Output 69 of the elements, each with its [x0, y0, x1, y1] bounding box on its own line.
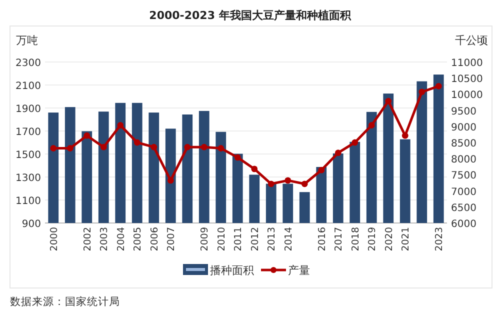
point	[200, 144, 208, 150]
point	[167, 177, 174, 184]
x-tick-label: 2006	[149, 227, 160, 252]
y2-tick-label: 8500	[451, 138, 476, 150]
x-tick-label: 2021	[400, 227, 412, 252]
y2-tick-label: 7500	[451, 170, 476, 182]
x-tick-label: 2002	[82, 227, 94, 252]
point	[66, 145, 74, 152]
point	[234, 154, 241, 161]
point	[352, 139, 358, 146]
point	[418, 88, 426, 96]
x-tick-label: 2012	[250, 227, 261, 252]
y2-axis-title: 千公顷	[455, 34, 488, 47]
y-tick-label: 2100	[16, 81, 41, 92]
x-tick-label: 2023	[434, 227, 446, 252]
y2-tick-label: 8000	[451, 154, 476, 166]
point	[50, 145, 57, 152]
y2-tick-label: 6000	[451, 219, 476, 230]
point	[251, 166, 258, 172]
point	[184, 144, 191, 150]
y2-tick-label: 9000	[451, 122, 476, 134]
x-tick-label: 2019	[367, 227, 378, 252]
point	[150, 144, 158, 150]
point	[318, 166, 325, 174]
point	[218, 145, 224, 152]
point	[402, 132, 408, 139]
y2-tick-label: 6500	[451, 202, 476, 214]
y-tick-label: 2300	[16, 58, 41, 69]
legend-label: 产量	[288, 264, 310, 277]
x-tick-label: 2007	[166, 227, 178, 252]
y2-tick-label: 10500	[451, 74, 483, 86]
x-tick-label: 2005	[132, 227, 144, 252]
y-tick-label: 1500	[16, 150, 41, 161]
y2-tick-label: 10000	[451, 90, 483, 102]
x-tick-label: 2014	[283, 227, 294, 252]
x-tick-label: 2000	[48, 227, 60, 252]
y-tick-label: 900	[22, 219, 41, 230]
x-tick-label: 2004	[116, 227, 127, 252]
y-tick-label: 1900	[16, 104, 41, 115]
x-tick-label: 2010	[216, 227, 228, 252]
x-tick-label: 2003	[99, 227, 110, 252]
point	[435, 82, 442, 90]
y2-tick-label: 11000	[451, 58, 483, 69]
y-tick-label: 1300	[16, 173, 41, 184]
point	[284, 177, 292, 184]
x-tick-label: 2020	[384, 227, 395, 252]
point	[84, 132, 90, 139]
point	[134, 139, 140, 146]
point	[368, 122, 375, 128]
point	[334, 150, 342, 156]
y-tick-label: 1700	[16, 127, 41, 138]
y2-tick-label: 7000	[451, 186, 476, 198]
chart-title: 2000-2023 年我国大豆产量和种植面积	[149, 9, 352, 22]
y-axis-title: 万吨	[16, 34, 38, 47]
y2-tick-label: 9500	[451, 106, 476, 118]
x-tick-label: 2016	[316, 227, 328, 252]
point	[117, 122, 124, 128]
x-tick-label: 2011	[233, 227, 244, 252]
point	[301, 180, 308, 188]
x-tick-label: 2018	[350, 227, 362, 252]
point	[268, 180, 274, 188]
x-tick-label: 2013	[266, 227, 278, 252]
point	[385, 98, 392, 104]
y-tick-label: 1100	[16, 196, 41, 207]
source-note: 数据来源：国家统计局	[10, 295, 120, 308]
x-tick-label: 2017	[334, 227, 345, 252]
point	[100, 144, 107, 150]
legend-label: 播种面积	[210, 264, 254, 277]
x-tick-label: 2009	[200, 227, 211, 252]
